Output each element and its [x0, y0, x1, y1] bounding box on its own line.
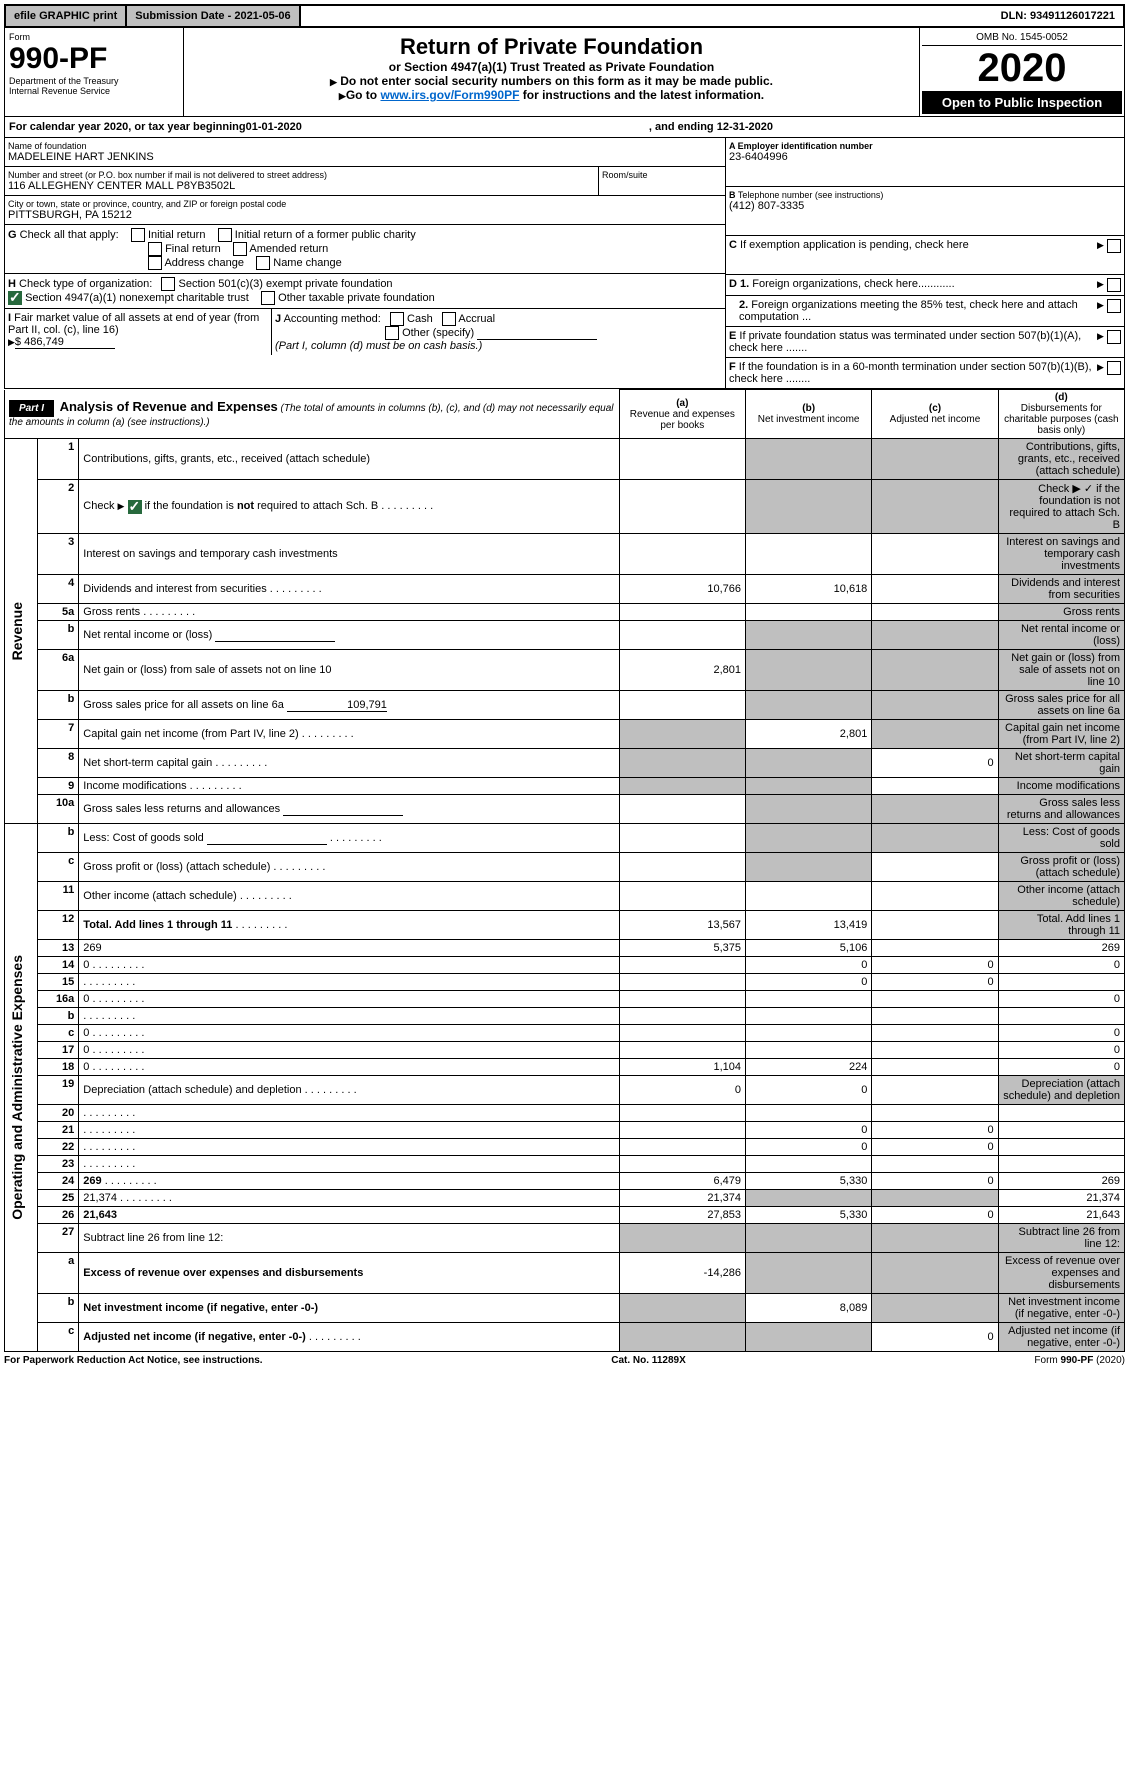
cash-checkbox[interactable] — [390, 312, 404, 326]
street-address: 116 ALLEGHENY CENTER MALL P8YB3502L — [8, 180, 595, 192]
name-label: Name of foundation — [8, 141, 722, 151]
table-row: bGross sales price for all assets on lin… — [5, 691, 1125, 720]
final-return-checkbox[interactable] — [148, 242, 162, 256]
table-row: 9Income modificationsIncome modification… — [5, 778, 1125, 795]
table-row: 23 — [5, 1156, 1125, 1173]
other-taxable-checkbox[interactable] — [261, 291, 275, 305]
table-row: 7Capital gain net income (from Part IV, … — [5, 720, 1125, 749]
accrual-checkbox[interactable] — [442, 312, 456, 326]
form-instructions-link[interactable]: www.irs.gov/Form990PF — [380, 88, 519, 102]
part1-label: Part I — [9, 400, 54, 417]
form-note-2: Go to www.irs.gov/Form990PF for instruct… — [190, 88, 913, 102]
table-row: bNet rental income or (loss) Net rental … — [5, 621, 1125, 650]
form-title: Return of Private Foundation — [190, 34, 913, 60]
table-row: 2100 — [5, 1122, 1125, 1139]
calendar-year-row: For calendar year 2020, or tax year begi… — [4, 117, 1125, 138]
form-header: Form 990-PF Department of the Treasury I… — [4, 28, 1125, 117]
initial-former-checkbox[interactable] — [218, 228, 232, 242]
address-change-checkbox[interactable] — [148, 256, 162, 270]
amended-return-checkbox[interactable] — [233, 242, 247, 256]
revenue-section-label: Revenue — [9, 602, 25, 660]
table-row: 2521,37421,37421,374 — [5, 1190, 1125, 1207]
tax-year: 2020 — [922, 46, 1122, 91]
table-row: Operating and Administrative ExpensesbLe… — [5, 824, 1125, 853]
part1-table: Part I Analysis of Revenue and Expenses … — [4, 389, 1125, 1352]
table-row: Revenue1Contributions, gifts, grants, et… — [5, 439, 1125, 480]
table-row: 132695,3755,106269 — [5, 940, 1125, 957]
table-row: 3Interest on savings and temporary cash … — [5, 534, 1125, 575]
foreign-org-checkbox[interactable] — [1107, 278, 1121, 292]
form-label: Form — [9, 32, 179, 42]
open-public-badge: Open to Public Inspection — [922, 91, 1122, 114]
initial-return-checkbox[interactable] — [131, 228, 145, 242]
4947a1-checkbox[interactable] — [8, 291, 22, 305]
table-row: c00 — [5, 1025, 1125, 1042]
room-label: Room/suite — [602, 170, 722, 180]
table-row: 6aNet gain or (loss) from sale of assets… — [5, 650, 1125, 691]
submission-date: Submission Date - 2021-05-06 — [127, 6, 300, 26]
name-change-checkbox[interactable] — [256, 256, 270, 270]
table-row: 19Depreciation (attach schedule) and dep… — [5, 1076, 1125, 1105]
table-row: 2Check if the foundation is not required… — [5, 480, 1125, 534]
table-row: 16a00 — [5, 991, 1125, 1008]
expenses-section-label: Operating and Administrative Expenses — [9, 955, 25, 1220]
section-g: G Check all that apply: Initial return I… — [5, 225, 725, 274]
table-row: 1700 — [5, 1042, 1125, 1059]
section-h: H Check type of organization: Section 50… — [5, 274, 725, 309]
section-i: I Fair market value of all assets at end… — [5, 309, 272, 355]
table-row: aExcess of revenue over expenses and dis… — [5, 1253, 1125, 1294]
table-row: 27Subtract line 26 from line 12:Subtract… — [5, 1224, 1125, 1253]
fmv-value: $ 486,749 — [15, 336, 115, 349]
table-row: 5aGross rentsGross rents — [5, 604, 1125, 621]
table-row: cAdjusted net income (if negative, enter… — [5, 1323, 1125, 1352]
phone-value: (412) 807-3335 — [729, 200, 1121, 212]
other-method-checkbox[interactable] — [385, 326, 399, 340]
table-row: 12Total. Add lines 1 through 1113,56713,… — [5, 911, 1125, 940]
foundation-name: MADELEINE HART JENKINS — [8, 151, 722, 163]
form-number: 990-PF — [9, 42, 179, 76]
efile-print-button[interactable]: efile GRAPHIC print — [6, 6, 127, 26]
street-label: Number and street (or P.O. box number if… — [8, 170, 595, 180]
omb-number: OMB No. 1545-0052 — [922, 30, 1122, 46]
foreign-85-checkbox[interactable] — [1107, 299, 1121, 313]
table-row: b — [5, 1008, 1125, 1025]
top-bar: efile GRAPHIC print Submission Date - 20… — [4, 4, 1125, 28]
table-row: 1801,1042240 — [5, 1059, 1125, 1076]
table-row: 4Dividends and interest from securities1… — [5, 575, 1125, 604]
table-row: cGross profit or (loss) (attach schedule… — [5, 853, 1125, 882]
dln: DLN: 93491126017221 — [993, 6, 1123, 26]
ein-label: A Employer identification number — [729, 141, 1121, 151]
exemption-pending-checkbox[interactable] — [1107, 239, 1121, 253]
table-row: 1500 — [5, 974, 1125, 991]
table-row: 20 — [5, 1105, 1125, 1122]
table-row: 2621,64327,8535,330021,643 — [5, 1207, 1125, 1224]
table-row: 140000 — [5, 957, 1125, 974]
ein-value: 23-6404996 — [729, 151, 1121, 163]
table-row: 242696,4795,3300269 — [5, 1173, 1125, 1190]
table-row: bNet investment income (if negative, ent… — [5, 1294, 1125, 1323]
table-row: 8Net short-term capital gain0Net short-t… — [5, 749, 1125, 778]
table-row: 10aGross sales less returns and allowanc… — [5, 795, 1125, 824]
table-row: 11Other income (attach schedule)Other in… — [5, 882, 1125, 911]
table-row: 2200 — [5, 1139, 1125, 1156]
irs-label: Internal Revenue Service — [9, 86, 179, 96]
dept-label: Department of the Treasury — [9, 76, 179, 86]
form-subtitle: or Section 4947(a)(1) Trust Treated as P… — [190, 60, 913, 74]
city-address: PITTSBURGH, PA 15212 — [8, 209, 722, 221]
form-note-1: Do not enter social security numbers on … — [190, 74, 913, 88]
page-footer: For Paperwork Reduction Act Notice, see … — [4, 1352, 1125, 1369]
501c3-checkbox[interactable] — [161, 277, 175, 291]
city-label: City or town, state or province, country… — [8, 199, 722, 209]
section-j: J Accounting method: Cash Accrual Other … — [272, 309, 725, 355]
status-terminated-checkbox[interactable] — [1107, 330, 1121, 344]
schb-checkbox[interactable] — [128, 500, 142, 514]
60-month-checkbox[interactable] — [1107, 361, 1121, 375]
